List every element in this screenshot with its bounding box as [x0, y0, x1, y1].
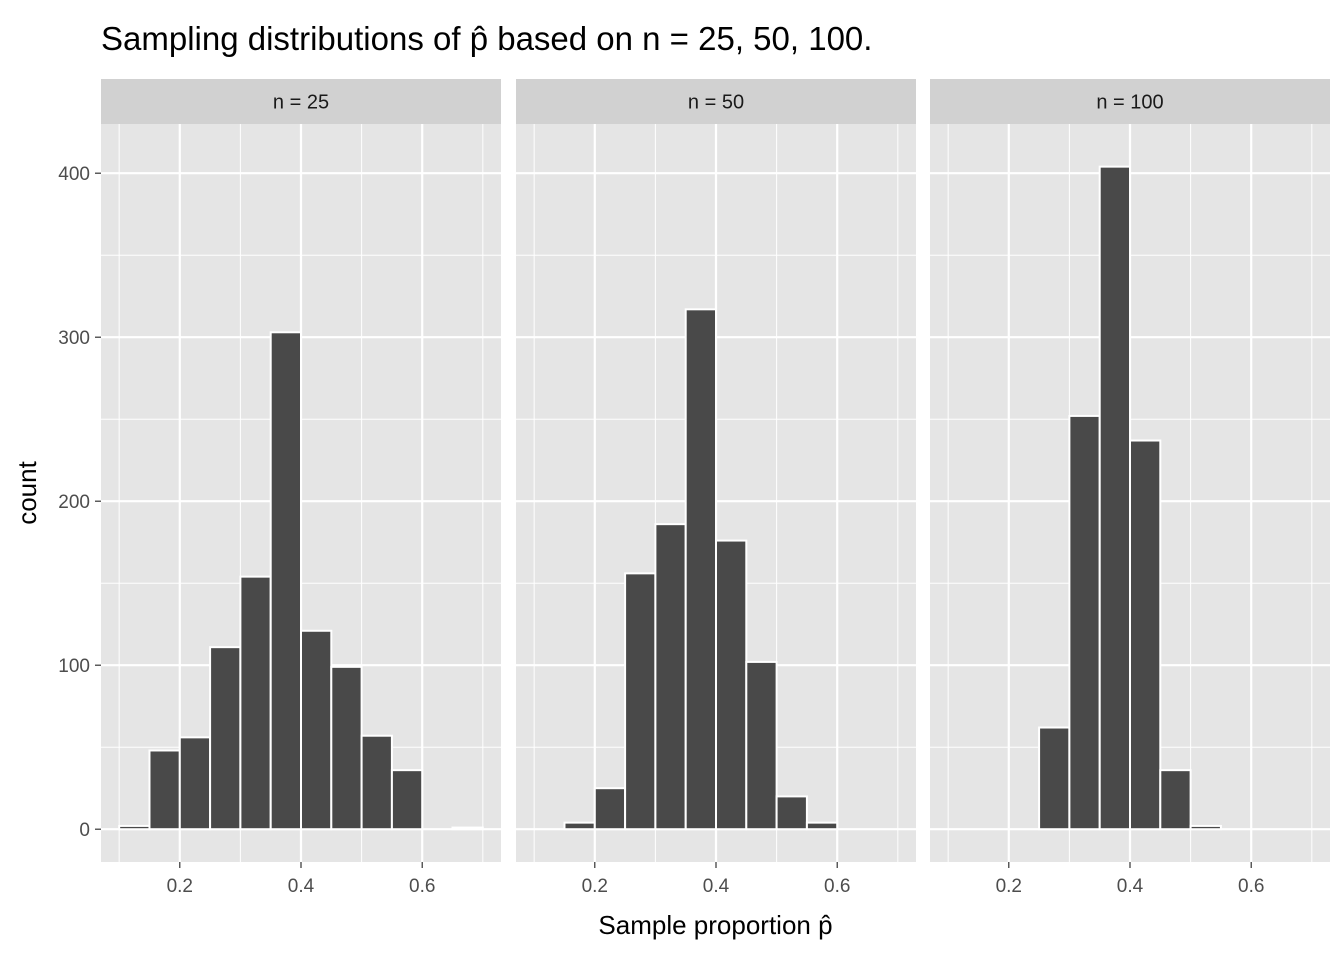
y-tick-label: 100 [58, 656, 90, 677]
histogram-bar [239, 575, 272, 831]
x-tick-label: 0.6 [1238, 876, 1264, 897]
chart-title: Sampling distributions of p̂ based on n … [101, 20, 872, 57]
facet-strip-label: n = 50 [688, 92, 744, 114]
y-tick-label: 400 [58, 164, 90, 185]
histogram-bar [593, 787, 627, 831]
histogram-bar [775, 795, 808, 831]
histogram-bar [360, 734, 393, 831]
y-tick-label: 200 [58, 492, 90, 513]
facet-strip-label: n = 100 [1096, 92, 1163, 114]
histogram-bar [715, 539, 748, 831]
x-tick-label: 0.2 [996, 876, 1022, 897]
histogram-bar [1159, 769, 1192, 831]
x-axis-title: Sample proportion p̂ [598, 910, 832, 940]
histogram-bar [1068, 414, 1101, 831]
histogram-bar [624, 572, 657, 831]
histogram-bar [1129, 439, 1162, 831]
facet-strip [516, 79, 916, 124]
x-tick-label: 0.4 [288, 876, 315, 897]
histogram-bar [563, 821, 596, 831]
histogram-bar [390, 769, 424, 831]
x-tick-label: 0.6 [409, 876, 435, 897]
histogram-bar [330, 665, 363, 831]
x-tick-label: 0.4 [1117, 876, 1144, 897]
histogram-bar [1098, 165, 1132, 831]
x-tick-label: 0.6 [824, 876, 850, 897]
x-tick-label: 0.2 [582, 876, 608, 897]
histogram-bar [805, 821, 839, 831]
y-axis-title: count [12, 460, 42, 524]
y-tick-label: 0 [79, 820, 90, 841]
histogram-bar [1038, 726, 1071, 831]
histogram-bar [451, 826, 484, 831]
y-tick-label: 300 [58, 328, 90, 349]
histogram-bar [684, 308, 717, 831]
histogram-bar [209, 646, 242, 831]
histogram-bar [654, 523, 687, 831]
histogram-bar [300, 629, 333, 831]
histogram-bar [178, 736, 212, 831]
facet-strip-label: n = 25 [273, 92, 329, 114]
histogram-bar [269, 331, 302, 831]
histogram-bar [118, 824, 151, 831]
histogram-bar [1189, 824, 1222, 831]
x-tick-label: 0.4 [703, 876, 730, 897]
histogram-bar [745, 660, 778, 831]
facet-strip [101, 79, 501, 124]
x-tick-label: 0.2 [167, 876, 193, 897]
facet-strip [930, 79, 1330, 124]
histogram-bar [148, 749, 181, 831]
